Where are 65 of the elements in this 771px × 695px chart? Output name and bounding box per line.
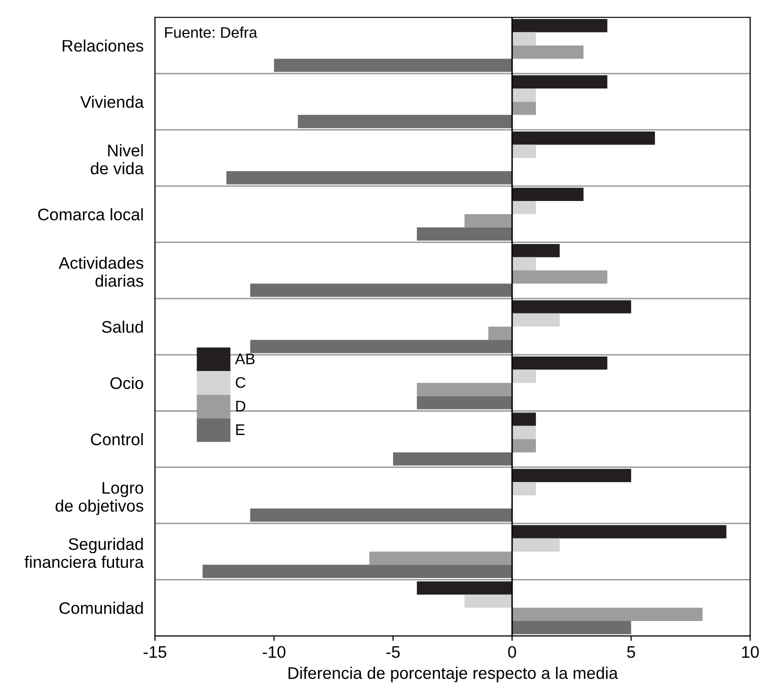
y-tick-label: Ocio xyxy=(110,376,144,390)
x-tick-label: 0 xyxy=(508,646,516,658)
bar xyxy=(488,326,512,340)
bar xyxy=(416,581,512,595)
bar xyxy=(512,426,536,440)
bar xyxy=(512,370,536,383)
x-tick-label: -10 xyxy=(262,646,286,658)
bar xyxy=(512,313,560,327)
bar xyxy=(464,214,512,228)
bar xyxy=(274,58,512,72)
bar xyxy=(512,188,584,201)
x-tick-label: 10 xyxy=(742,646,759,658)
bar xyxy=(250,340,512,354)
bar xyxy=(369,552,512,565)
legend-label: E xyxy=(236,424,245,435)
bar xyxy=(512,538,560,552)
bar xyxy=(512,439,536,452)
y-tick-label: Comunidad xyxy=(59,602,143,614)
bar xyxy=(512,608,703,622)
bar xyxy=(512,356,608,370)
bar xyxy=(416,227,512,241)
bar xyxy=(464,594,512,608)
y-tick-label: Control xyxy=(90,433,143,446)
bar xyxy=(416,396,512,410)
bar xyxy=(393,452,512,466)
x-axis-title: Diferencia de porcentaje respecto a la media xyxy=(288,666,618,682)
bar xyxy=(298,114,512,128)
bar xyxy=(512,482,536,496)
y-tick-label: Vivienda xyxy=(80,96,144,108)
bar xyxy=(250,508,512,522)
legend-label: D xyxy=(236,400,246,412)
y-tick-label: Nivel de vida xyxy=(90,144,144,174)
y-tick-label: Salud xyxy=(102,320,143,333)
y-tick-label: Seguridad financiera futura xyxy=(24,538,144,568)
bar xyxy=(512,102,536,115)
bar xyxy=(512,244,560,258)
bar xyxy=(416,382,512,396)
bar xyxy=(512,45,584,59)
y-tick-label: Relaciones xyxy=(62,39,144,52)
bar xyxy=(226,171,512,184)
bar xyxy=(512,88,536,102)
legend-label: AB xyxy=(235,354,255,364)
y-tick-label: Comarca local xyxy=(38,208,143,220)
bar xyxy=(512,412,536,426)
bar xyxy=(512,144,536,158)
bar xyxy=(512,525,726,538)
bar xyxy=(512,75,608,89)
bar xyxy=(512,132,655,145)
legend-label: C xyxy=(236,377,246,388)
y-tick-label: Logro de objetivos xyxy=(56,482,144,516)
bar xyxy=(202,564,512,578)
bar xyxy=(512,621,632,634)
bar xyxy=(512,32,536,46)
bar xyxy=(512,270,608,284)
bar xyxy=(512,257,536,270)
x-tick-label: 5 xyxy=(627,646,636,658)
bar xyxy=(512,300,632,314)
x-tick-label: -5 xyxy=(386,646,400,658)
bar xyxy=(512,468,632,482)
bar xyxy=(250,284,512,297)
x-tick-label: -15 xyxy=(144,646,166,658)
y-tick-label: Actividades diarias xyxy=(58,256,144,287)
annotation: Fuente: Defra xyxy=(165,26,258,38)
bar xyxy=(512,200,536,214)
bar xyxy=(512,19,608,32)
